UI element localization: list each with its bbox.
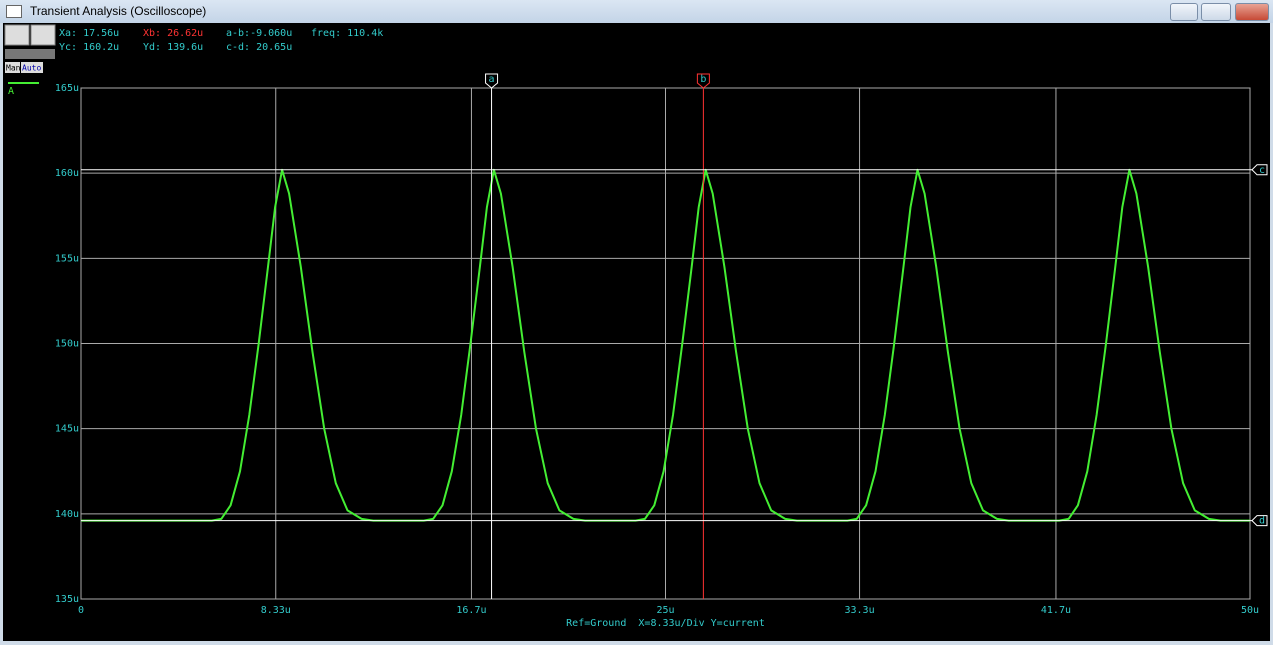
x-tick-label: 33.3u [844,605,874,616]
readout: Xa: 17.56u [59,28,119,39]
x-tick-label: 50u [1241,605,1259,616]
app-icon [6,5,22,18]
zoom-button[interactable] [4,24,30,46]
y-tick-label: 155u [55,253,79,264]
y-tick-label: 135u [55,594,79,605]
manual-button[interactable] [5,62,20,73]
cursor-flag [485,73,499,89]
y-tick-label: 140u [55,509,79,520]
window-title: Transient Analysis (Oscilloscope) [30,4,207,18]
reset-button[interactable] [30,24,56,46]
x-tick-label: 25u [656,605,674,616]
auto-button[interactable] [21,62,43,73]
readout: c-d: 20.65u [226,42,292,53]
maximize-button[interactable] [1201,3,1231,21]
cursor-flag [1251,164,1268,176]
cursor-label: c [1259,165,1265,176]
readout: Yc: 160.2u [59,42,119,53]
background [3,23,1270,641]
auto-label: Auto [22,64,41,73]
cursor-label: d [1259,516,1265,527]
readout: a-b:-9.060u [226,28,292,39]
readout: Xb: 26.62u [143,28,203,39]
close-button[interactable] [1235,3,1269,21]
x-tick-label: 8.33u [261,605,291,616]
minimize-button[interactable] [1170,3,1198,21]
x-tick-label: 41.7u [1041,605,1071,616]
title-bar: Transient Analysis (Oscilloscope) [0,0,1273,23]
y-tick-label: 150u [55,339,79,350]
cursor-label: b [700,74,706,85]
x-tick-label: 0 [78,605,84,616]
nav-buttons[interactable] [5,49,55,59]
y-tick-label: 165u [55,83,79,94]
manual-label: Man [6,64,21,73]
x-tick-label: 16.7u [456,605,486,616]
readout: Yd: 139.6u [143,42,203,53]
x-axis-label: Ref=Ground X=8.33u/Div Y=current [566,618,765,629]
y-tick-label: 160u [55,168,79,179]
readout: freq: 110.4k [311,28,383,39]
cursor-flag [696,73,710,89]
scope: Man Auto Xa: 17.56u Xb: 26.62u a-b:-9.060u… [3,23,1270,641]
y-tick-label: 145u [55,424,79,435]
cursor-label: a [489,74,495,85]
legend-label: A [8,86,14,97]
cursor-flag [1251,515,1268,527]
